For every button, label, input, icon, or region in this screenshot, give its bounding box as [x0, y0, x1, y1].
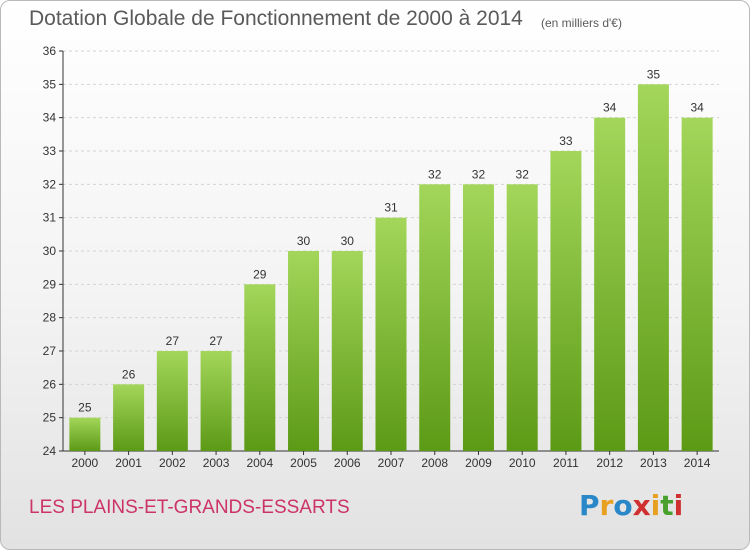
data-label: 32: [472, 167, 486, 181]
proxiti-logo: Proxiti: [579, 489, 683, 522]
data-label: 29: [253, 267, 267, 281]
y-tick-label: 29: [43, 277, 57, 291]
x-tick-label: 2000: [72, 456, 99, 470]
x-tick-label: 2009: [465, 456, 492, 470]
bar: [506, 184, 538, 452]
bar: [462, 184, 494, 452]
logo-letter: i: [673, 489, 684, 522]
data-label: 25: [78, 401, 92, 415]
y-tick-label: 24: [43, 444, 57, 458]
data-label: 34: [603, 101, 617, 115]
bar: [200, 351, 232, 451]
x-tick-label: 2004: [246, 456, 273, 470]
bar: [550, 151, 582, 451]
x-tick-label: 2002: [159, 456, 186, 470]
data-label: 30: [341, 234, 355, 248]
logo-letter: P: [579, 489, 600, 522]
data-label: 33: [559, 134, 573, 148]
bar: [594, 117, 626, 452]
y-tick-label: 31: [43, 211, 57, 225]
x-tick-label: 2010: [509, 456, 536, 470]
data-label: 34: [690, 101, 704, 115]
commune-name: LES PLAINS-ET-GRANDS-ESSARTS: [29, 497, 350, 518]
x-tick-label: 2001: [115, 456, 142, 470]
x-tick-label: 2008: [421, 456, 448, 470]
data-label: 31: [384, 201, 398, 215]
y-tick-label: 33: [43, 144, 57, 158]
logo-letter: i: [650, 489, 661, 522]
logo-letter: x: [632, 489, 651, 522]
logo-letter: t: [660, 489, 674, 522]
bar: [331, 251, 363, 451]
y-tick-label: 32: [43, 177, 57, 191]
bar: [419, 184, 451, 452]
x-tick-label: 2006: [334, 456, 361, 470]
y-tick-label: 35: [43, 77, 57, 91]
x-tick-label: 2014: [684, 456, 711, 470]
y-tick-label: 28: [43, 311, 57, 325]
data-label: 27: [166, 334, 180, 348]
y-tick-label: 25: [43, 411, 57, 425]
bar: [156, 351, 188, 451]
data-label: 32: [428, 167, 442, 181]
bar: [113, 384, 145, 451]
data-label: 35: [647, 67, 661, 81]
chart-subtitle: (en milliers d'€): [541, 16, 622, 30]
y-tick-label: 26: [43, 377, 57, 391]
bar: [244, 284, 276, 451]
logo-letter: r: [599, 489, 614, 522]
y-tick-label: 27: [43, 344, 57, 358]
data-label: 27: [209, 334, 223, 348]
bar: [637, 84, 669, 451]
data-label: 30: [297, 234, 311, 248]
x-tick-label: 2012: [596, 456, 623, 470]
x-tick-label: 2013: [640, 456, 667, 470]
data-label: 26: [122, 367, 136, 381]
bar: [288, 251, 320, 451]
x-tick-label: 2007: [378, 456, 405, 470]
logo-letter: o: [613, 489, 633, 522]
data-label: 32: [516, 167, 530, 181]
x-tick-label: 2005: [290, 456, 317, 470]
y-tick-label: 34: [43, 111, 57, 125]
x-tick-label: 2011: [553, 456, 579, 470]
y-tick-label: 30: [43, 244, 57, 258]
bar: [69, 417, 101, 451]
y-tick-label: 36: [43, 44, 57, 58]
chart-title: Dotation Globale de Fonctionnement de 20…: [29, 7, 523, 30]
bar: [681, 117, 713, 452]
bar: [375, 217, 407, 451]
x-tick-label: 2003: [203, 456, 230, 470]
